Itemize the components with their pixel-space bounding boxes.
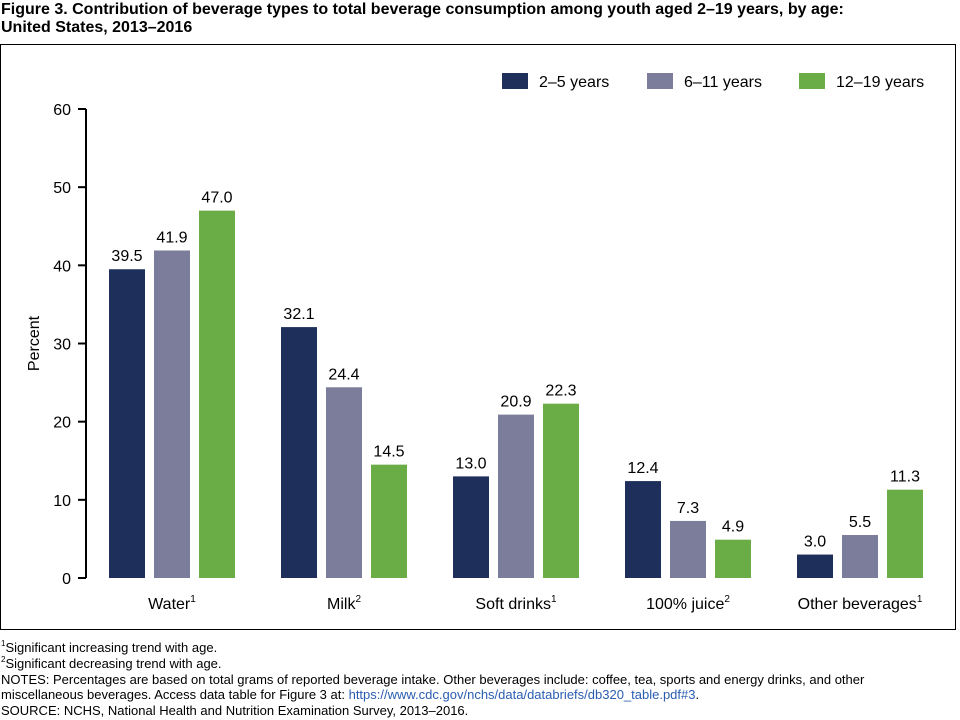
footnote-1-text: Significant increasing trend with age.: [5, 640, 218, 655]
figure-notes: 1Significant increasing trend with age. …: [1, 640, 956, 719]
bar: [543, 403, 579, 578]
legend-label: 2–5 years: [539, 74, 609, 91]
legend-swatch: [502, 73, 528, 89]
x-category-name: Soft drinks: [475, 596, 551, 613]
notes-line-2-text: miscellaneous beverages. Access data tab…: [1, 687, 349, 703]
data-label: 3.0: [804, 534, 826, 551]
bar: [498, 414, 534, 578]
bar: [887, 489, 923, 578]
x-category-name: Water: [148, 596, 191, 613]
y-tick-label: 40: [53, 258, 71, 275]
footnote-2-text: Significant decreasing trend with age.: [5, 655, 222, 671]
data-label: 47.0: [201, 190, 232, 207]
y-tick-label: 60: [53, 102, 71, 119]
bar: [371, 464, 407, 578]
source-line: SOURCE: NCHS, National Health and Nutrit…: [1, 703, 469, 719]
bar: [715, 539, 751, 578]
y-tick-label: 10: [53, 493, 71, 510]
footnote-2-mark: 2: [1, 654, 6, 664]
bar: [670, 520, 706, 578]
y-tick-label: 0: [62, 571, 71, 588]
data-table-link[interactable]: https://www.cdc.gov/nchs/data/databriefs…: [348, 687, 696, 703]
x-category-superscript: 1: [917, 594, 923, 605]
footnote-2: 2Significant decreasing trend with age.: [1, 654, 956, 672]
y-tick-label: 20: [53, 415, 71, 432]
notes-line-2-end: .: [695, 687, 700, 703]
x-category-label: Milk2: [327, 594, 361, 613]
x-category-name: Milk: [327, 596, 356, 613]
x-category-name: Other beverages: [798, 596, 917, 613]
y-tick-label: 50: [53, 180, 71, 197]
figure-title: Figure 3. Contribution of beverage types…: [1, 1, 956, 37]
x-category-superscript: 2: [355, 594, 361, 605]
data-label: 41.9: [156, 229, 187, 246]
bar: [281, 327, 317, 578]
bar: [842, 535, 878, 578]
x-category-superscript: 1: [551, 594, 557, 605]
x-category-superscript: 1: [190, 594, 196, 605]
y-tick-label: 30: [53, 337, 71, 354]
data-label: 13.0: [455, 455, 486, 472]
data-label: 7.3: [677, 500, 699, 517]
x-category-label: Other beverages1: [798, 594, 923, 613]
bar: [326, 387, 362, 578]
x-category-label: Water1: [148, 594, 196, 613]
bar: [199, 210, 235, 578]
bar: [453, 476, 489, 578]
figure-title-line-1: Figure 3. Contribution of beverage types…: [1, 1, 844, 18]
data-label: 32.1: [283, 306, 314, 323]
x-category-label: Soft drinks1: [475, 594, 557, 613]
data-label: 14.5: [373, 444, 404, 461]
bar: [797, 554, 833, 578]
bar: [154, 250, 190, 578]
data-label: 4.9: [722, 519, 744, 536]
legend-swatch: [647, 73, 673, 89]
data-label: 20.9: [500, 394, 531, 411]
x-category-name: 100% juice: [646, 596, 724, 613]
notes-line-1: NOTES: Percentages are based on total gr…: [1, 671, 865, 687]
data-label: 22.3: [545, 383, 576, 400]
legend-label: 12–19 years: [836, 74, 924, 91]
chart-panel: 0 10 20 30 40 50 60 Percent 39.5 41.9 47.0 Water1 32…: [0, 44, 956, 630]
data-label: 11.3: [890, 469, 920, 486]
notes-line-2: miscellaneous beverages. Access data tab…: [1, 687, 956, 703]
data-label: 24.4: [328, 366, 359, 383]
legend-label: 6–11 years: [684, 74, 762, 91]
data-label: 12.4: [627, 460, 658, 477]
bar: [625, 481, 661, 578]
figure-title-line-2: United States, 2013–2016: [1, 19, 193, 36]
legend-swatch: [799, 73, 825, 89]
bar-chart: 0102030405060Percent39.541.947.0Water132…: [26, 73, 924, 613]
bar: [109, 269, 145, 578]
data-label: 5.5: [849, 514, 871, 531]
footnote-1: 1Significant increasing trend with age.: [1, 640, 956, 656]
y-axis-title: Percent: [26, 315, 43, 371]
x-category-label: 100% juice2: [646, 594, 730, 613]
footnote-1-mark: 1: [1, 639, 6, 648]
x-category-superscript: 2: [724, 594, 730, 605]
data-label: 39.5: [111, 248, 142, 265]
